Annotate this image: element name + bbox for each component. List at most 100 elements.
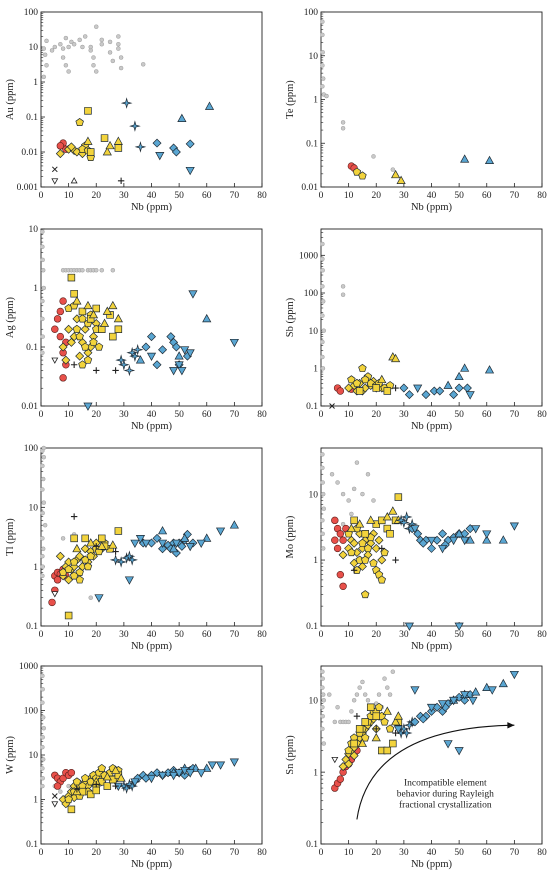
data-point — [40, 687, 45, 692]
panel-sn: 0 10 20 30 40 50 60 70 80 0.1 1 10 Nb (ppm) Sn (ppm) I… — [285, 665, 547, 870]
x-tick-label: 40 — [427, 848, 437, 858]
data-point — [91, 55, 96, 60]
data-point — [382, 706, 392, 715]
x-tick-label: 10 — [344, 191, 354, 201]
data-point — [81, 534, 89, 543]
data-point — [41, 74, 47, 80]
data-point — [72, 296, 82, 305]
data-point — [185, 769, 195, 778]
data-point — [392, 384, 399, 392]
y-tick-label: 10 — [29, 43, 39, 53]
data-point — [51, 166, 58, 173]
data-point — [321, 506, 327, 511]
data-point — [171, 539, 181, 548]
data-point — [109, 332, 117, 341]
y-tick-label: 0.1 — [306, 840, 318, 850]
data-point — [361, 530, 369, 538]
data-point — [449, 696, 459, 706]
data-point — [89, 337, 98, 346]
data-point — [468, 696, 478, 706]
data-point — [350, 516, 358, 525]
x-tick-label: 30 — [119, 410, 129, 420]
data-point — [94, 24, 99, 29]
data-point — [180, 533, 190, 542]
data-point — [49, 48, 55, 53]
x-tick-label: 30 — [119, 191, 129, 201]
data-point — [410, 525, 420, 534]
data-point — [320, 354, 325, 360]
x-tick-label: 70 — [230, 630, 240, 640]
data-point — [374, 702, 384, 711]
data-point — [55, 551, 65, 561]
data-point — [116, 773, 126, 782]
data-point — [169, 771, 179, 781]
data-point — [171, 147, 181, 157]
y-tick-label: 1 — [313, 768, 318, 778]
data-point — [99, 318, 110, 327]
data-point — [320, 518, 325, 523]
data-point — [51, 325, 59, 333]
x-axis-label: Nb (ppm) — [131, 421, 173, 432]
data-point — [77, 37, 82, 43]
x-tick-label: 0 — [39, 410, 44, 420]
data-point — [320, 76, 326, 81]
x-tick-label: 80 — [257, 630, 267, 640]
x-tick-label: 10 — [64, 191, 74, 201]
data-point — [357, 738, 368, 747]
data-point — [120, 97, 133, 109]
data-point — [72, 543, 82, 553]
data-point — [320, 313, 325, 318]
data-point — [130, 778, 140, 787]
x-tick-label: 0 — [39, 848, 44, 858]
data-point — [355, 725, 364, 733]
x-tick-label: 10 — [344, 410, 354, 420]
data-point — [349, 511, 354, 517]
x-tick-label: 0 — [319, 630, 324, 640]
data-point — [40, 334, 45, 339]
data-point — [174, 769, 184, 778]
data-point — [42, 52, 48, 58]
data-point — [40, 487, 45, 492]
data-point — [371, 732, 381, 742]
data-point — [124, 576, 134, 585]
data-point — [202, 533, 212, 542]
data-point — [108, 540, 118, 549]
data-point — [437, 700, 448, 709]
data-point — [383, 387, 392, 395]
y-tick-label: 0.1 — [306, 402, 318, 412]
data-point — [454, 371, 464, 381]
panel-au: 0 10 20 30 40 50 60 70 80 0.001 0.01 0.1 1 10 100 Nb (p… — [5, 8, 267, 213]
x-tick-label: 30 — [399, 848, 409, 858]
x-tick-label: 30 — [399, 191, 409, 201]
y-axis-label: Mo (ppm) — [285, 515, 296, 558]
data-point — [123, 364, 136, 377]
data-point — [107, 39, 113, 45]
data-point — [350, 567, 358, 574]
data-point — [98, 534, 106, 543]
plot-frame — [40, 11, 263, 188]
data-point — [360, 491, 365, 497]
data-point — [350, 739, 358, 748]
data-point — [80, 267, 85, 273]
x-tick-label: 50 — [454, 410, 464, 420]
y-axis-label: Sb (ppm) — [285, 297, 296, 337]
x-tick-label: 30 — [399, 410, 409, 420]
x-tick-label: 70 — [510, 630, 520, 640]
data-point — [404, 390, 414, 400]
data-point — [97, 763, 106, 772]
data-point — [141, 539, 151, 548]
data-point — [346, 498, 351, 503]
x-axis-label: Nb (ppm) — [411, 421, 453, 432]
data-point — [394, 493, 403, 501]
data-point — [51, 793, 58, 799]
data-point — [435, 386, 445, 396]
data-point — [53, 576, 62, 584]
y-tick-label: 1 — [33, 563, 38, 573]
y-tick-label: 100 — [304, 8, 319, 18]
data-point — [66, 44, 71, 50]
data-point — [129, 120, 141, 132]
data-point — [94, 69, 99, 74]
data-point — [366, 703, 375, 711]
x-axis-label: Nb (ppm) — [131, 641, 173, 652]
data-point — [40, 783, 45, 789]
